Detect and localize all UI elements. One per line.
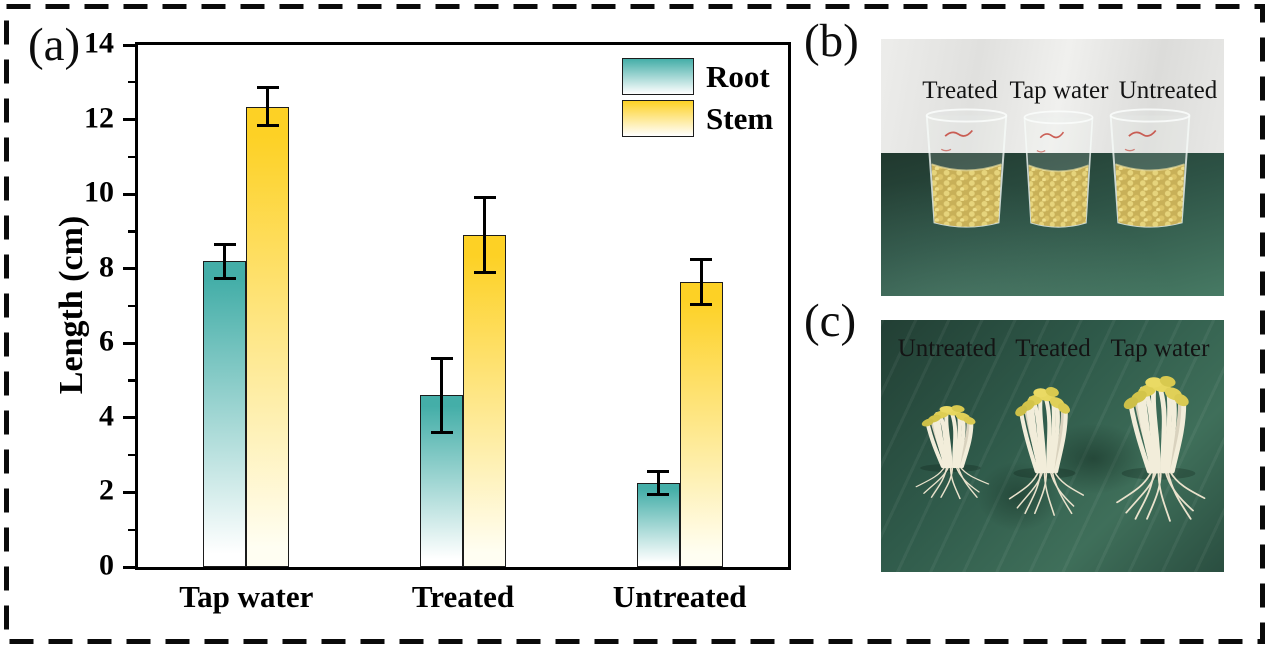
photo-b-label-tap-water: Tap water xyxy=(1009,77,1109,104)
legend-row-root: Root xyxy=(622,58,773,95)
y-axis-minor-tick xyxy=(128,155,135,159)
y-axis-minor-tick xyxy=(128,528,135,531)
bar-root-tap-water xyxy=(203,261,247,567)
error-bar-cap-top xyxy=(690,257,713,261)
legend-label-stem: Stem xyxy=(706,101,774,136)
root-legend-swatch-icon xyxy=(622,58,694,95)
y-axis-minor-tick xyxy=(128,81,135,84)
error-bar-cap-bottom xyxy=(690,302,713,306)
y-axis-minor-tick xyxy=(128,453,135,457)
y-axis-tick-label: 2 xyxy=(99,474,114,508)
photo-sprouts: Untreated Treated Tap water xyxy=(881,320,1224,572)
y-axis-minor-tick xyxy=(128,304,135,308)
error-bar-cap-bottom xyxy=(430,431,453,435)
stem-legend-swatch-icon xyxy=(622,100,694,137)
photo-beakers: Treated Tap water Untreated xyxy=(881,39,1224,296)
error-bar-cap-bottom xyxy=(213,276,236,280)
y-axis-major-tick xyxy=(123,192,135,196)
y-axis-major-tick xyxy=(123,267,135,271)
panel-c-label: (c) xyxy=(804,295,857,347)
x-category-label: Untreated xyxy=(612,579,747,614)
y-axis-major-tick xyxy=(123,490,135,494)
error-bar-cap-top xyxy=(473,196,496,200)
y-axis-major-tick xyxy=(123,43,135,47)
y-axis-minor-tick xyxy=(128,379,135,382)
y-axis-tick-label: 10 xyxy=(84,175,114,209)
error-bar-cap-bottom xyxy=(647,492,670,496)
y-axis-title: Length (cm) xyxy=(53,215,90,395)
y-axis-major-tick xyxy=(123,118,135,122)
y-axis-tick-label: 4 xyxy=(99,399,114,433)
beaker-untreated xyxy=(1102,108,1198,230)
panel-b-label: (b) xyxy=(804,15,859,67)
x-category-label: Treated xyxy=(411,579,515,614)
y-axis-major-tick xyxy=(123,565,135,569)
y-axis-tick-label: 0 xyxy=(99,548,114,582)
photo-b-label-treated: Treated xyxy=(922,77,998,104)
bar-stem-tap-water xyxy=(246,106,290,567)
error-bar-cap-top xyxy=(256,86,279,90)
beaker-treated xyxy=(918,108,1015,230)
error-bar-cap-top xyxy=(430,356,453,360)
photo-c-label-untreated: Untreated xyxy=(897,335,997,362)
photo-c-label-tap-water: Tap water xyxy=(1110,335,1210,362)
error-bar xyxy=(440,358,443,433)
legend-row-stem: Stem xyxy=(622,100,773,137)
photo-b-label-untreated: Untreated xyxy=(1118,77,1218,104)
bar-stem-untreated xyxy=(679,281,723,567)
y-axis-minor-tick xyxy=(128,230,135,233)
y-axis-tick-label: 12 xyxy=(84,101,114,135)
beaker-tap-water xyxy=(1017,110,1100,230)
error-bar-cap-bottom xyxy=(256,123,279,127)
y-axis-tick-label: 14 xyxy=(84,26,114,60)
error-bar xyxy=(656,471,660,495)
panel-a-label: (a) xyxy=(28,19,81,71)
y-axis-tick-label: 8 xyxy=(99,250,114,284)
error-bar-cap-bottom xyxy=(473,270,496,274)
x-category-label: Tap water xyxy=(179,579,314,614)
y-axis-tick-label: 6 xyxy=(99,324,114,358)
error-bar-cap-top xyxy=(213,242,236,246)
bar-root-untreated xyxy=(636,483,680,567)
error-bar-cap-top xyxy=(647,470,670,474)
sprout-bundle-untreated xyxy=(903,400,998,500)
error-bar xyxy=(699,259,703,305)
y-axis-major-tick xyxy=(123,416,135,420)
sprout-bundle-tap-water xyxy=(1101,368,1216,523)
chart-legend: Root Stem xyxy=(622,58,773,142)
error-bar xyxy=(266,87,270,126)
bar-stem-treated xyxy=(463,235,506,567)
error-bar xyxy=(483,197,486,273)
sprout-bundle-treated xyxy=(996,380,1093,517)
legend-label-root: Root xyxy=(706,59,770,94)
bar-chart-plot-area: Root Stem 0 2 4 6 8 10 12 14 Tap water Treated Unt… xyxy=(84,27,791,614)
photo-c-label-treated: Treated xyxy=(1015,335,1091,362)
error-bar xyxy=(223,244,227,279)
y-axis-major-tick xyxy=(123,341,135,345)
